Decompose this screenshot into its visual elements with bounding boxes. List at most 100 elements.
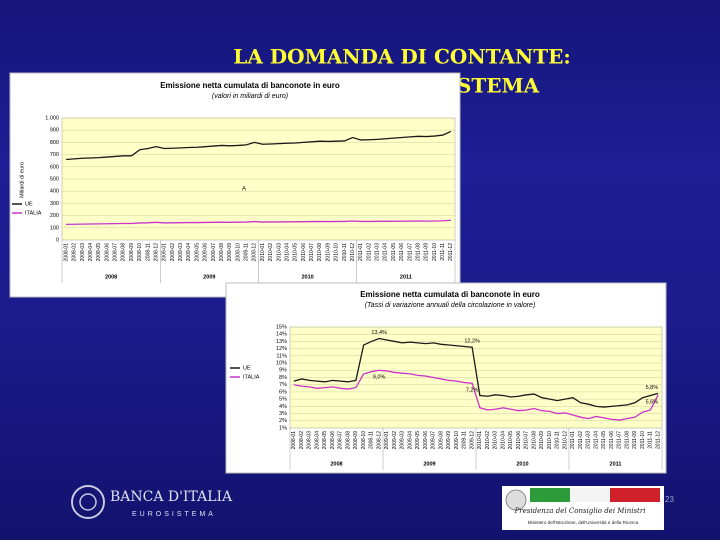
x-tick-label: 2010-05 [508,431,514,450]
x-tick-label: 2008-07 [338,431,344,450]
x-tick-label: 2011-05 [391,243,397,261]
x-group-label: 2009 [423,461,435,467]
series-line [293,369,659,421]
x-tick-label: 2010-02 [268,243,274,262]
x-tick-label: 2011-12 [655,431,661,449]
x-tick-label: 2011-02 [366,243,372,261]
value-label: 9,0% [373,375,386,381]
x-tick-label: 2010-04 [500,431,506,450]
x-tick-label: 2011-01 [570,431,576,449]
x-tick-label: 2008-11 [369,431,375,449]
x-tick-label: 2009-11 [244,243,250,261]
x-tick-label: 2008-05 [96,243,102,262]
legend-label: ITALIA [243,374,260,380]
x-tick-label: 2011-01 [358,243,364,261]
x-tick-label: 2010-11 [555,431,561,449]
x-tick-label: 2008-10 [137,243,143,262]
y-tick-label: 2% [279,418,287,424]
x-tick-label: 2009-09 [446,431,452,450]
logo-emblem [79,493,97,511]
x-group-label: 2011 [400,274,412,280]
logo-subtitle: EUROSISTEMA [132,511,216,518]
x-tick-label: 2009-12 [469,431,475,450]
value-label: 5,6% [646,399,659,405]
x-tick-label: 2008-10 [361,431,367,450]
value-label: 5,8% [646,385,659,391]
logo-line: Ministero dell'Istruzione, dell'Universi… [528,520,639,525]
x-group-label: 2008 [330,461,342,467]
x-tick-label: 2008-08 [345,431,351,450]
emblem [505,489,527,511]
logo-emblem [71,485,105,519]
x-tick-label: 2010-09 [325,243,331,262]
y-tick-label: 4% [279,404,287,410]
series-line [66,219,451,226]
x-tick-label: 2009-06 [203,243,209,262]
x-tick-label: 2010-08 [317,243,323,262]
x-tick-label: 2009-11 [462,431,468,449]
x-tick-label: 2009-07 [431,431,437,450]
x-tick-label: 2009-04 [407,431,413,450]
x-tick-label: 2008-04 [88,243,94,262]
y-tick-label: 7% [279,382,287,388]
x-tick-label: 2010-07 [309,243,315,262]
x-tick-label: 2009-02 [170,243,176,262]
x-tick-label: 2008-01 [291,431,297,450]
x-tick-label: 2009-10 [235,243,241,262]
charts: Emissione netta cumulata di banconote in… [9,72,667,474]
x-tick-label: 2010-06 [301,243,307,262]
x-tick-label: 2011-09 [424,243,430,261]
x-tick-label: 2008-04 [314,431,320,450]
y-tick-label: 400 [50,189,59,195]
slide-title: LA DOMANDA DI CONTANTE: [233,45,570,69]
series-line [293,337,659,408]
x-tick-label: 2011-12 [448,243,454,261]
value-label: 12,2% [464,339,480,345]
x-tick-label: 2008-11 [145,243,151,261]
y-tick-label: 1% [279,425,287,431]
x-tick-label: 2008-09 [129,243,135,262]
logo-line: Presidenza del Consiglio dei Ministri [514,507,646,515]
x-tick-label: 2010-01 [260,243,266,262]
y-tick-label: 12% [276,346,287,352]
x-tick-label: 2008-05 [322,431,328,450]
x-tick-label: 2010-03 [493,431,499,450]
legend-label: UE [243,365,251,371]
y-tick-label: 5% [279,397,287,403]
right-logo: Presidenza del Consiglio dei Ministri Mi… [502,486,664,530]
y-tick-label: 300 [50,201,59,207]
chart-subtitle: (Tassi di variazione annuali della circo… [365,302,536,309]
y-tick-label: 0 [56,237,59,243]
legend-label: UE [25,201,33,207]
x-tick-label: 2009-12 [252,243,258,262]
slide-title: STEMA [457,74,540,98]
x-tick-label: 2010-03 [276,243,282,262]
y-tick-label: 500 [50,176,59,182]
x-tick-label: 2010-07 [524,431,530,450]
x-tick-label: 2010-05 [293,243,299,262]
y-tick-label: 14% [276,332,287,338]
x-tick-label: 2011-02 [578,431,584,449]
x-tick-label: 2009-08 [219,243,225,262]
y-tick-label: 800 [50,140,59,146]
x-tick-label: 2011-06 [609,431,615,449]
y-tick-label: 3% [279,411,287,417]
x-group-label: 2010 [516,461,528,467]
x-tick-label: 2011-10 [432,243,438,261]
x-tick-label: 2008-02 [72,243,78,262]
x-tick-label: 2009-08 [438,431,444,450]
x-tick-label: 2011-07 [617,431,623,449]
x-tick-label: 2010-09 [539,431,545,450]
y-tick-label: 15% [276,324,287,330]
x-tick-label: 2008-08 [121,243,127,262]
x-tick-label: 2008-01 [63,243,69,262]
x-tick-label: 2009-01 [384,431,390,450]
x-tick-label: 2011-03 [375,243,381,261]
x-tick-label: 2008-12 [376,431,382,450]
x-tick-label: 2009-01 [162,243,168,262]
value-label: 7,2% [466,388,479,394]
chart-subtitle: (valori in miliardi di euro) [212,93,288,100]
x-tick-label: 2009-05 [194,243,200,262]
x-tick-label: 2010-10 [547,431,553,450]
